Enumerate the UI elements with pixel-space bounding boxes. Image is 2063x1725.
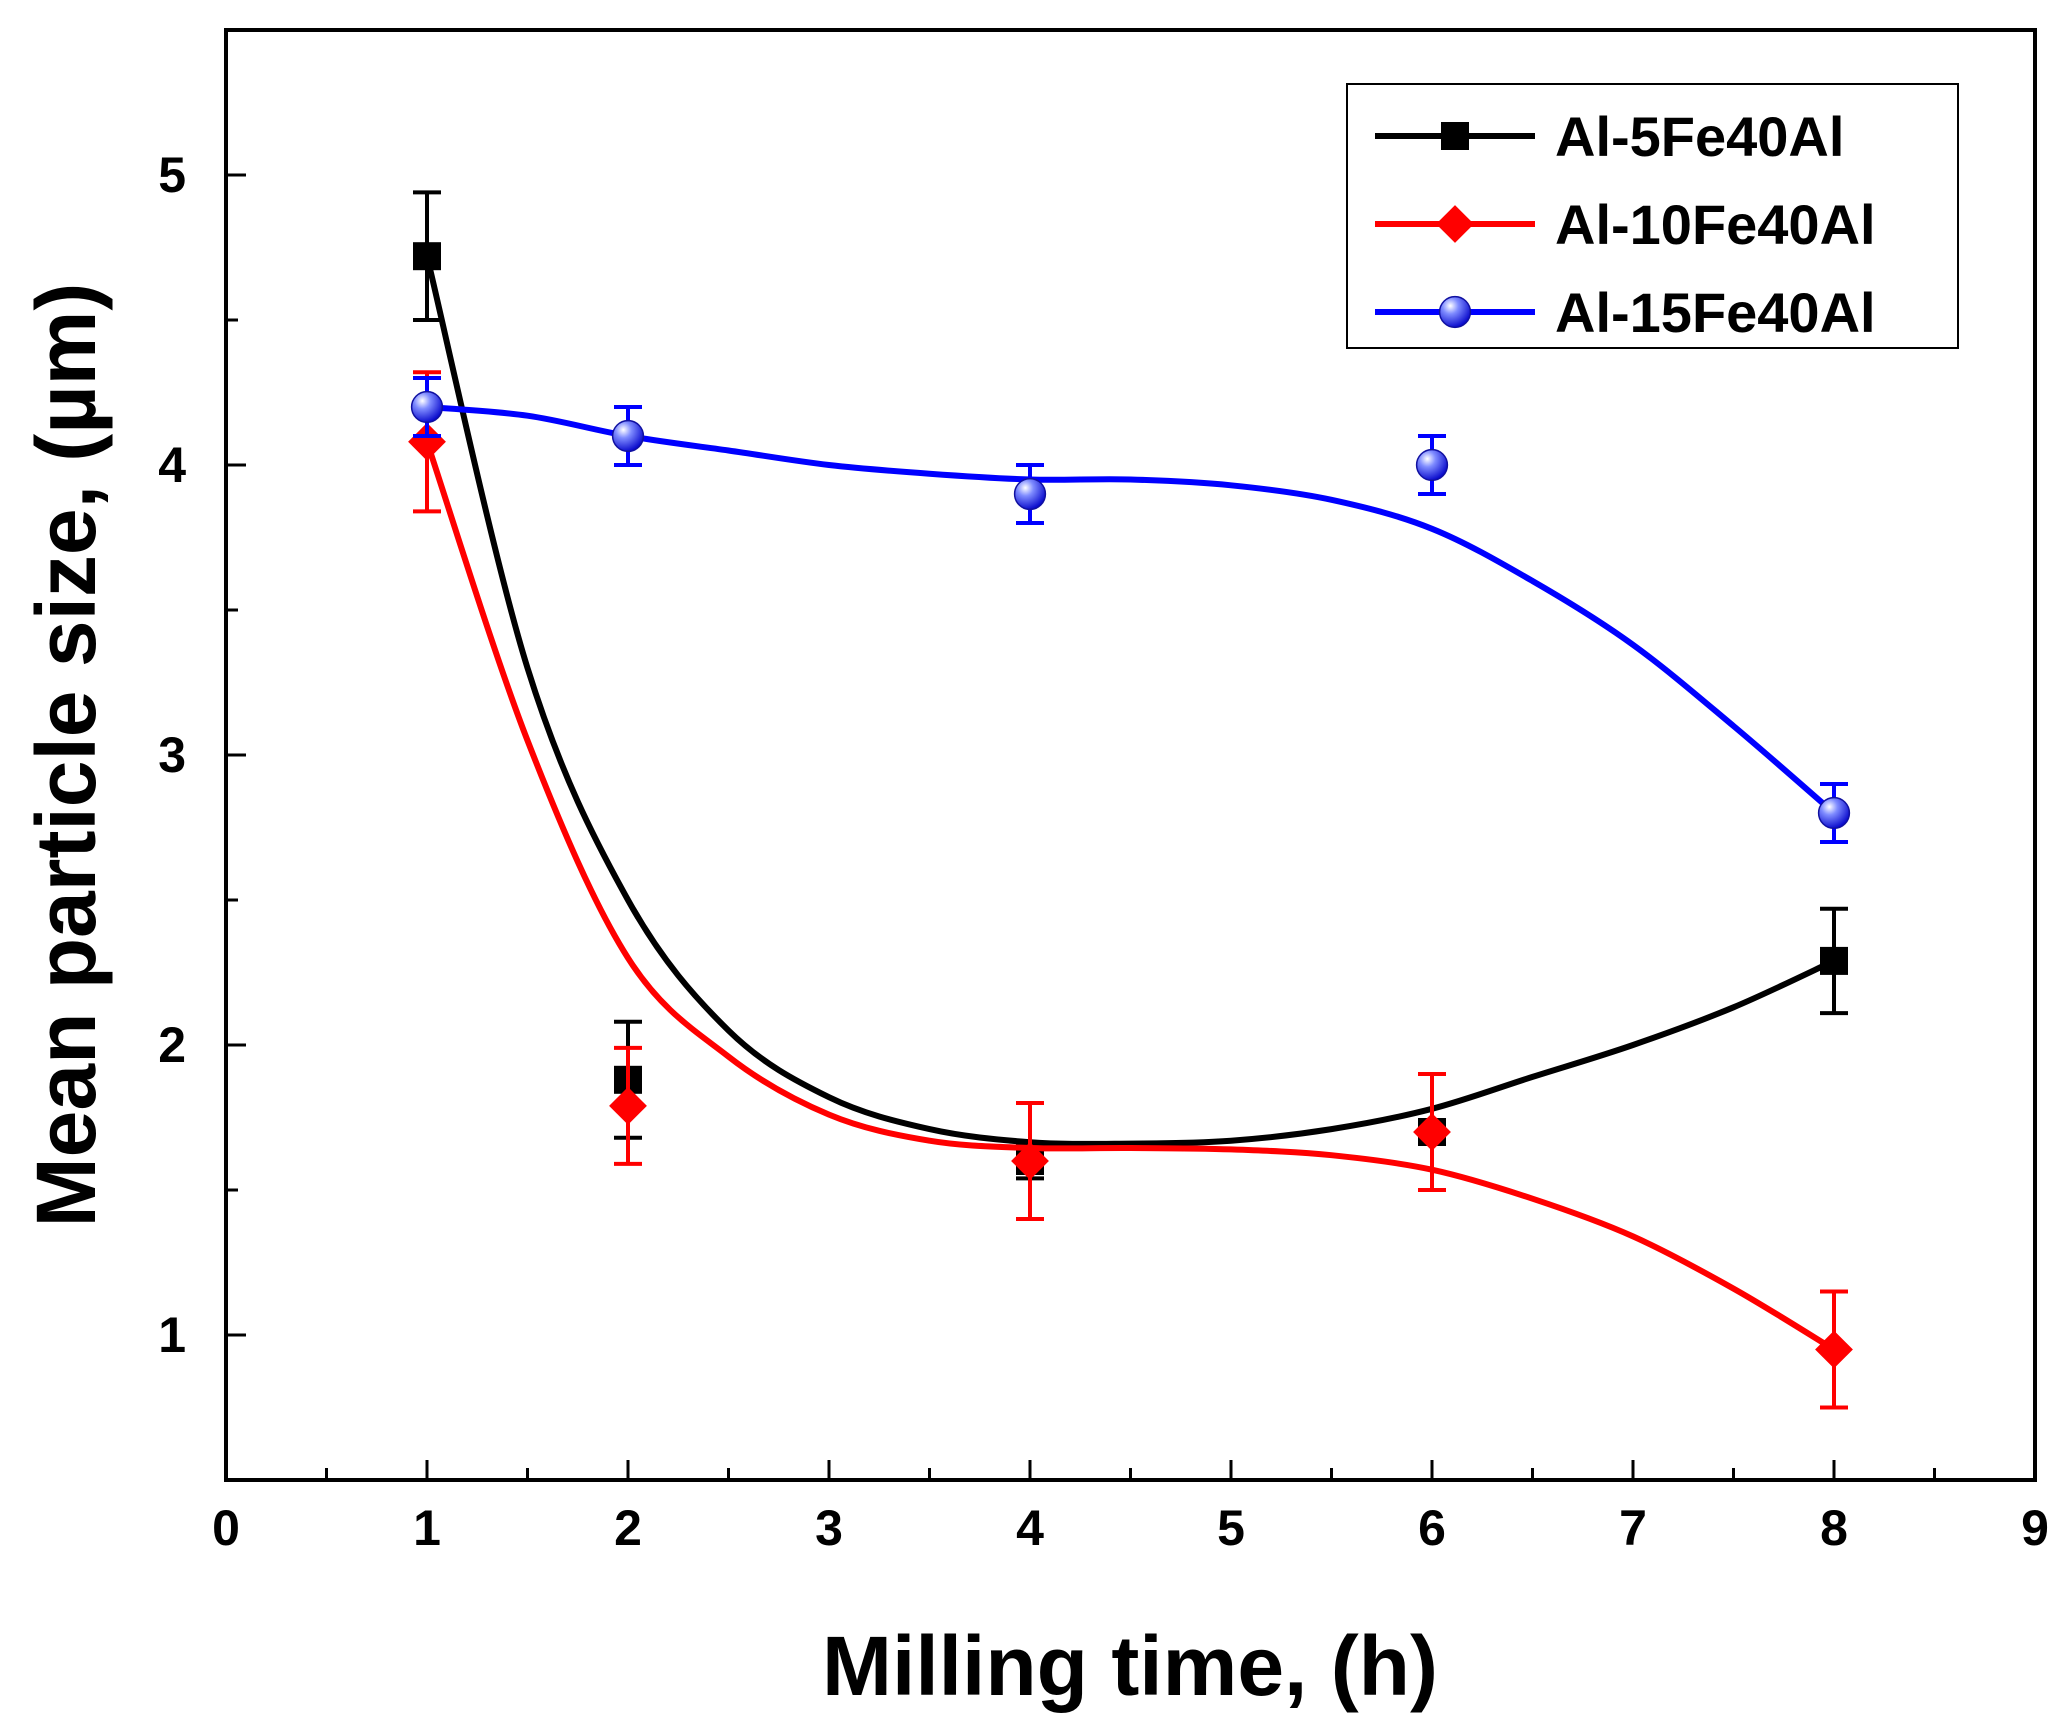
- x-tick-label: 0: [212, 1500, 240, 1556]
- data-point: [1011, 1142, 1049, 1180]
- legend-label: Al-10Fe40Al: [1555, 193, 1876, 256]
- legend-marker: [1436, 205, 1474, 243]
- legend-marker: [1441, 122, 1469, 150]
- x-tick-label: 2: [614, 1500, 642, 1556]
- legend-entry: Al-5Fe40Al: [1375, 105, 1844, 168]
- y-tick-label: 4: [158, 437, 186, 493]
- x-tick-label: 6: [1418, 1500, 1446, 1556]
- x-axis-title: Milling time, (h): [822, 1619, 1438, 1713]
- data-point: [410, 390, 444, 424]
- y-axis-ticks: [226, 28, 246, 1482]
- legend-marker: [1438, 295, 1472, 329]
- y-axis-title: Mean particle size, (µm): [19, 283, 113, 1228]
- series-line: [424, 253, 1837, 1147]
- data-point: [609, 1087, 647, 1125]
- series-Al-15Fe40Al: [410, 376, 1851, 844]
- data-point: [1415, 448, 1449, 482]
- x-axis-tick-labels: 0 1 2 3 4 5 6 7 8 9: [212, 1500, 2049, 1556]
- x-axis-ticks: [224, 1460, 2037, 1480]
- legend-entry: Al-10Fe40Al: [1375, 193, 1876, 256]
- series-layer: [408, 190, 1853, 1410]
- data-point: [1413, 1113, 1451, 1151]
- legend: Al-5Fe40Al Al-10Fe40Al Al-15Fe40Al: [1346, 83, 1959, 349]
- legend-label: Al-5Fe40Al: [1555, 105, 1844, 168]
- y-tick-label: 2: [158, 1017, 186, 1073]
- x-tick-label: 7: [1619, 1500, 1647, 1556]
- y-axis-tick-labels: 1 2 3 4 5: [158, 147, 186, 1363]
- series-line: [424, 438, 1837, 1353]
- y-tick-label: 1: [158, 1307, 186, 1363]
- x-tick-label: 5: [1217, 1500, 1245, 1556]
- data-point: [1013, 477, 1047, 511]
- data-point: [1817, 796, 1851, 830]
- series-Al-10Fe40Al: [408, 370, 1853, 1410]
- y-tick-label: 5: [158, 147, 186, 203]
- legend-label: Al-15Fe40Al: [1555, 281, 1876, 344]
- x-tick-label: 3: [815, 1500, 843, 1556]
- x-tick-label: 1: [413, 1500, 441, 1556]
- data-point: [413, 242, 441, 271]
- y-tick-label: 3: [158, 727, 186, 783]
- data-point: [1820, 946, 1848, 975]
- x-tick-label: 8: [1820, 1500, 1848, 1556]
- data-point: [611, 419, 645, 453]
- data-point: [408, 422, 446, 461]
- legend-entries: Al-5Fe40Al Al-10Fe40Al Al-15Fe40Al: [1375, 105, 1876, 344]
- data-point: [1815, 1330, 1853, 1369]
- legend-entry: Al-15Fe40Al: [1375, 281, 1876, 344]
- x-tick-label: 9: [2021, 1500, 2049, 1556]
- x-tick-label: 4: [1016, 1500, 1044, 1556]
- series-line: [424, 404, 1837, 816]
